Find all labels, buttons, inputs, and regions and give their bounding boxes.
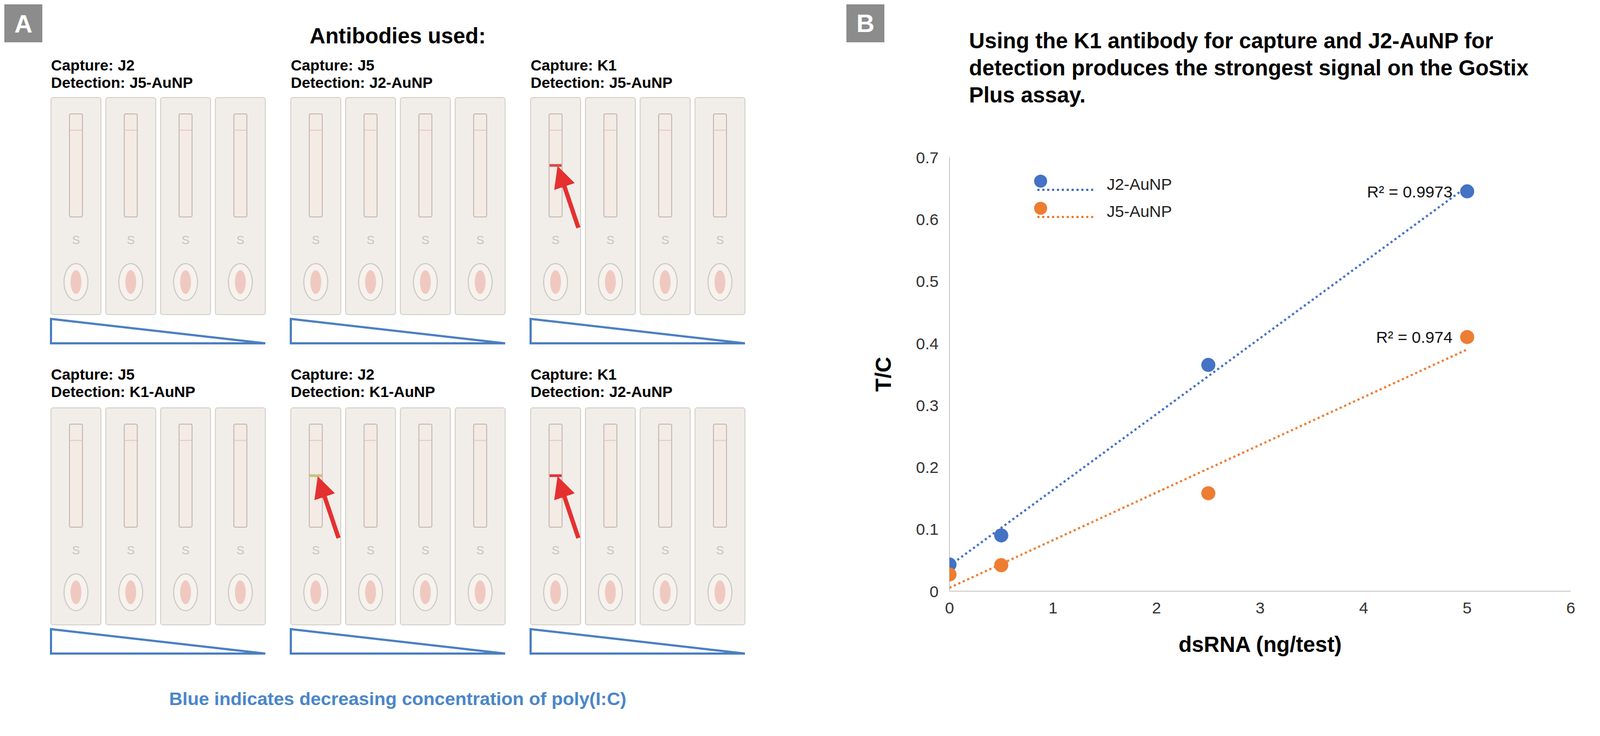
svg-text:S: S [126,233,136,247]
svg-text:Blue indicates decreasing conc: Blue indicates decreasing concentration … [169,688,627,710]
svg-text:Detection: K1-AuNP: Detection: K1-AuNP [51,383,196,401]
svg-text:S: S [476,543,485,558]
svg-text:3: 3 [1255,598,1265,617]
svg-text:Detection: J5-AuNP: Detection: J5-AuNP [51,74,193,92]
html-text:Using the K1 antibody for capt: Using the K1 antibody for capture and J2… [969,28,1529,107]
svg-text:S: S [311,543,321,558]
svg-text:S: S [421,233,430,247]
svg-text:Detection: J5-AuNP: Detection: J5-AuNP [530,74,673,92]
svg-text:6: 6 [1566,598,1576,617]
svg-text:2: 2 [1151,598,1162,617]
svg-text:0: 0 [945,598,955,617]
svg-text:S: S [661,233,670,247]
svg-text:Capture: J2: Capture: J2 [51,56,135,74]
svg-text:S: S [72,543,81,558]
svg-text:T/C: T/C [871,357,896,392]
svg-text:0.5: 0.5 [915,272,939,291]
svg-text:S: S [311,233,321,247]
svg-text:S: S [476,233,485,247]
html-text:J5-AuNP: J5-AuNP [1106,202,1172,221]
svg-text:Capture: K1: Capture: K1 [530,366,617,384]
svg-text:dsRNA (ng/test): dsRNA (ng/test) [1178,632,1342,657]
svg-text:S: S [366,543,375,558]
svg-text:S: S [126,543,136,558]
svg-text:0.1: 0.1 [915,520,939,539]
svg-text:5: 5 [1462,598,1472,617]
svg-text:Detection: J2-AuNP: Detection: J2-AuNP [530,383,673,401]
svg-text:S: S [606,543,615,558]
svg-text:Detection: J2-AuNP: Detection: J2-AuNP [290,74,433,92]
svg-text:S: S [366,233,375,247]
svg-text:Detection: K1-AuNP: Detection: K1-AuNP [290,383,436,401]
svg-text:S: S [661,543,670,558]
svg-text:0.4: 0.4 [915,334,939,353]
svg-text:Capture: J5: Capture: J5 [290,56,375,74]
svg-text:0.7: 0.7 [915,148,939,167]
html-text:J2-AuNP: J2-AuNP [1106,175,1172,194]
svg-text:S: S [606,233,615,247]
html-text:B: B [856,9,875,38]
svg-text:0.6: 0.6 [915,210,939,229]
svg-text:Capture: J2: Capture: J2 [290,366,375,384]
svg-text:1: 1 [1048,598,1058,617]
svg-text:S: S [72,233,81,247]
svg-text:S: S [421,543,430,558]
svg-text:S: S [181,233,190,247]
svg-text:S: S [716,543,725,558]
svg-text:S: S [181,543,190,558]
svg-text:R² = 0.9973: R² = 0.9973 [1367,182,1453,201]
svg-text:S: S [551,233,560,247]
svg-text:4: 4 [1359,598,1369,617]
svg-text:S: S [236,543,245,558]
svg-text:S: S [716,233,725,247]
svg-text:A: A [14,9,33,38]
svg-text:Capture: K1: Capture: K1 [530,56,617,74]
svg-text:S: S [551,543,560,558]
svg-text:0.2: 0.2 [915,458,939,477]
svg-text:R² = 0.974: R² = 0.974 [1375,328,1453,347]
svg-text:Capture: J5: Capture: J5 [51,366,135,384]
svg-text:S: S [236,233,245,247]
svg-text:Antibodies used:: Antibodies used: [309,23,486,48]
svg-text:0: 0 [929,582,939,601]
svg-text:0.3: 0.3 [915,396,939,415]
